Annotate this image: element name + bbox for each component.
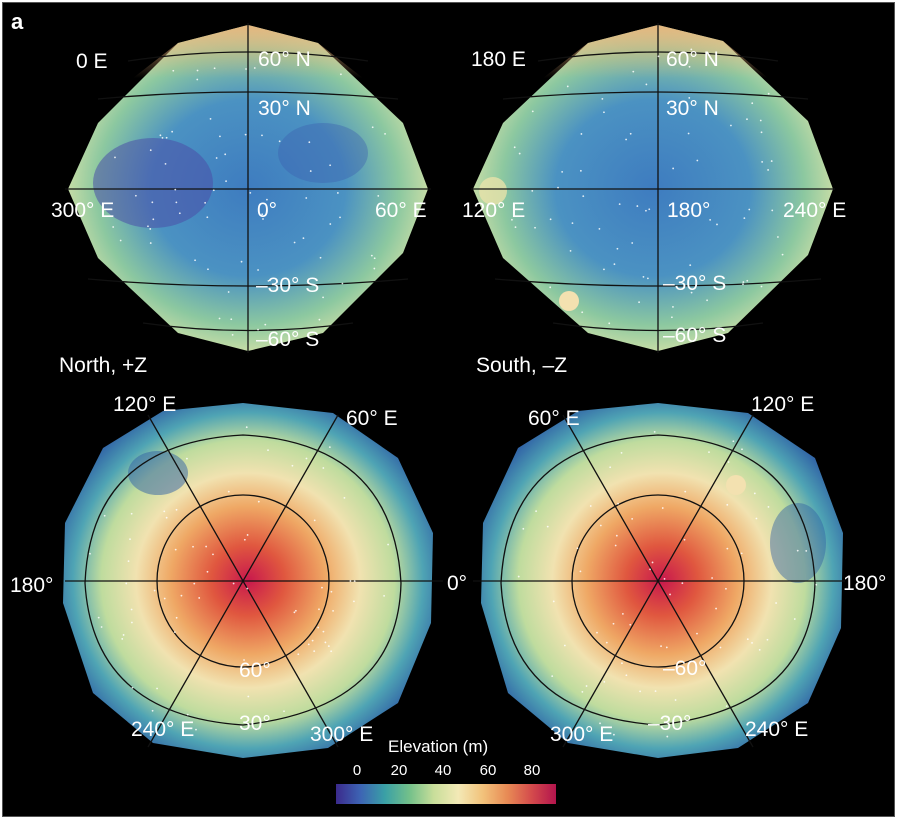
lat-label: 60° N xyxy=(258,48,311,71)
boulder-dots xyxy=(89,48,818,738)
view-label: 0 E xyxy=(76,50,108,73)
asteroid-maps xyxy=(63,23,845,758)
lon-label: 300° E xyxy=(550,723,614,746)
lat-label: –30° S xyxy=(256,274,320,297)
lat-label: –60° S xyxy=(663,324,727,347)
lon-label: 240° E xyxy=(783,199,847,222)
view-label: North, +Z xyxy=(59,354,148,377)
view-label: 180 E xyxy=(471,48,526,71)
lon-label: 60° E xyxy=(375,199,427,222)
lon-label: 0° xyxy=(257,199,278,222)
lat-label: 30° N xyxy=(258,97,311,120)
polar-view-north xyxy=(63,403,443,758)
lon-label: 60° E xyxy=(528,407,580,430)
polar-view-south xyxy=(473,403,845,758)
lon-label: 120° E xyxy=(462,199,526,222)
lat-label: –30° S xyxy=(663,272,727,295)
lon-label: 300° E xyxy=(51,199,115,222)
lat-label: –60° S xyxy=(256,328,320,351)
colorbar-tick: 80 xyxy=(523,762,541,779)
lon-label: 0° xyxy=(447,572,468,595)
lon-label: 120° E xyxy=(113,393,177,416)
lat-label: –30° xyxy=(648,712,692,735)
equatorial-view-0e xyxy=(65,23,431,353)
lon-label: 180° xyxy=(843,572,887,595)
lon-label: 240° E xyxy=(745,718,809,741)
lon-label: 180° xyxy=(667,199,711,222)
lon-label: 300° E xyxy=(310,723,374,746)
colorbar-tick: 20 xyxy=(390,762,408,779)
lon-label: 240° E xyxy=(131,718,195,741)
colorbar-tick: 0 xyxy=(352,762,362,779)
colorbar-tick: 40 xyxy=(434,762,452,779)
lon-label: 120° E xyxy=(751,393,815,416)
view-label: South, –Z xyxy=(476,354,568,377)
lat-label: 30° xyxy=(239,712,271,735)
lat-label: 60° N xyxy=(666,48,719,71)
panel-letter: a xyxy=(11,9,24,34)
lon-label: 180° xyxy=(10,574,54,597)
lat-label: 60° xyxy=(239,659,271,682)
equatorial-view-180e xyxy=(471,23,835,353)
colorbar-tick: 60 xyxy=(479,762,497,779)
lat-label: –60° xyxy=(663,657,707,680)
lat-label: 30° N xyxy=(666,97,719,120)
colorbar-title: Elevation (m) xyxy=(388,737,489,756)
elevation-colorbar xyxy=(336,784,556,804)
lon-label: 60° E xyxy=(346,407,398,430)
